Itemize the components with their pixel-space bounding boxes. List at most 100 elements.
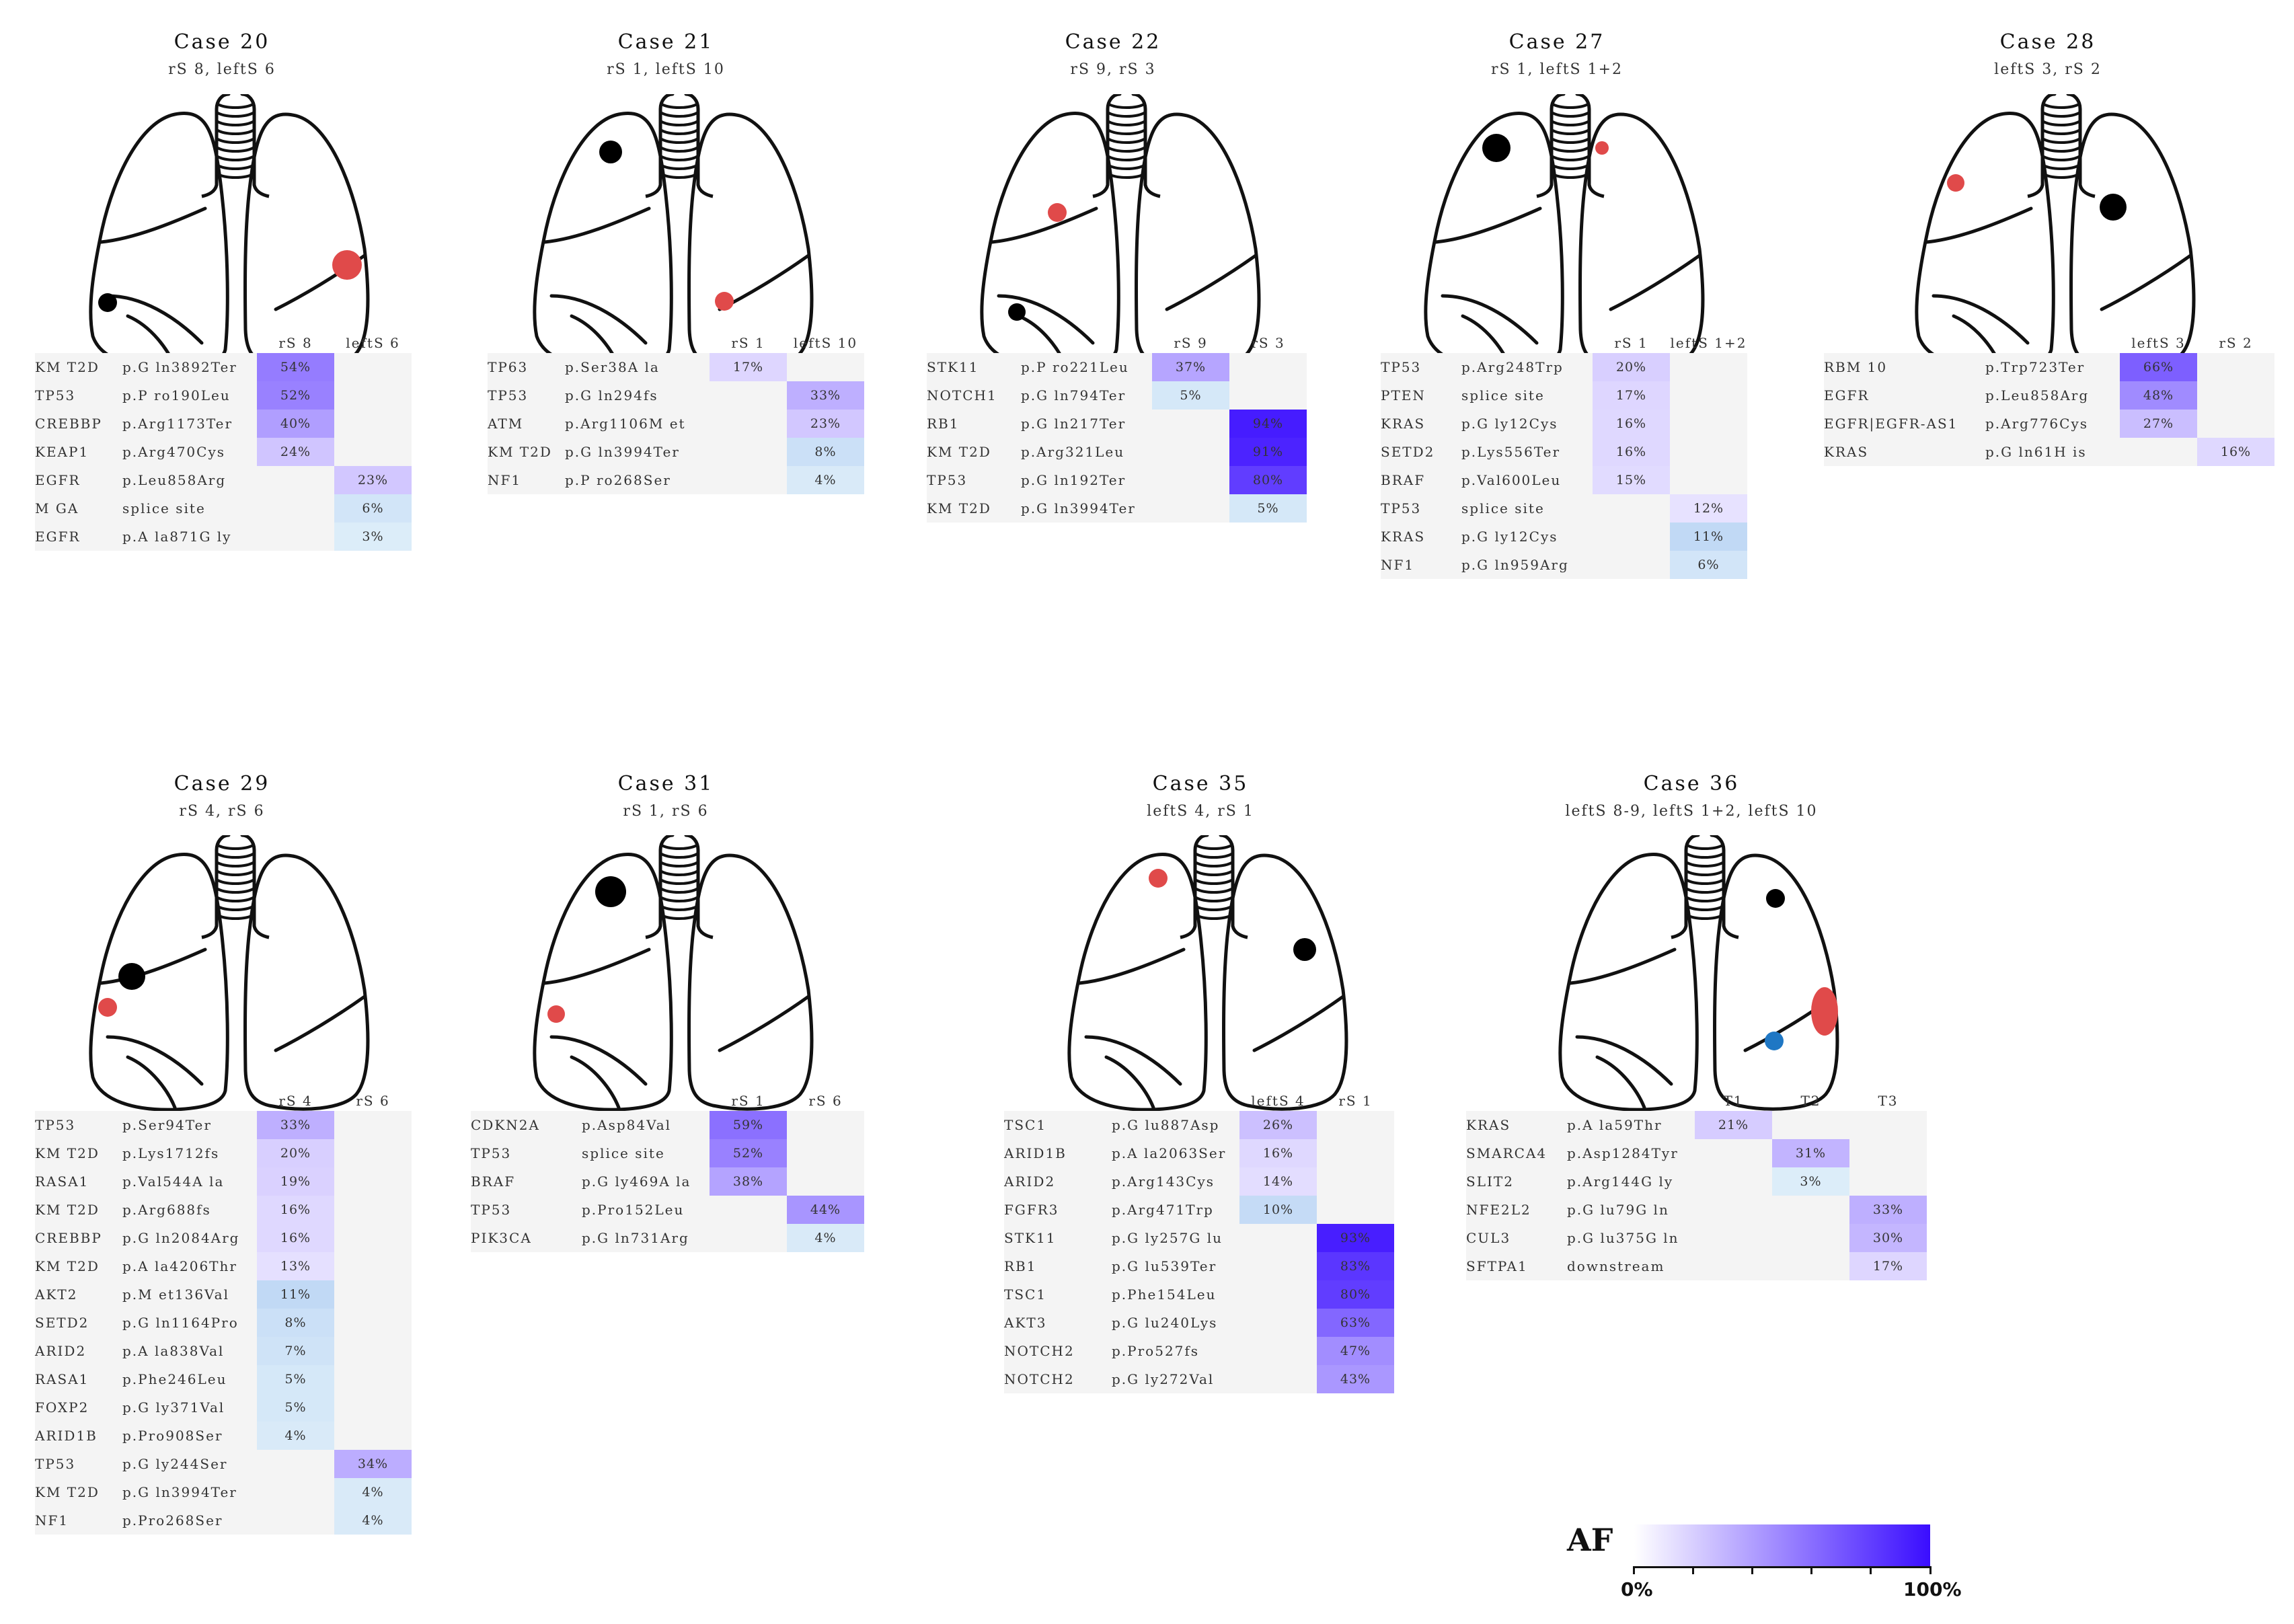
af-cell: 8% xyxy=(787,438,864,466)
trachea xyxy=(1550,94,1591,187)
af-cell: 26% xyxy=(1239,1111,1317,1139)
lung-fissure xyxy=(1077,948,1186,985)
af-cell: 91% xyxy=(1229,438,1307,466)
mutation: p.G ln1164Pro xyxy=(122,1315,239,1331)
trachea-ring xyxy=(659,146,699,153)
mutation: p.G ly12Cys xyxy=(1461,416,1558,432)
case-title: Case 20 xyxy=(174,30,270,54)
af-cell: 37% xyxy=(1152,353,1229,381)
variant-row: M GA splice site 6% xyxy=(35,494,412,523)
bronchus xyxy=(1092,184,1161,198)
row-background xyxy=(35,1167,412,1196)
row-background xyxy=(35,1309,412,1337)
variant-row: TP53 p.Ser94Ter 33% xyxy=(35,1111,412,1139)
row-background xyxy=(1004,1167,1394,1196)
row-background xyxy=(1381,438,1747,466)
trachea-ring xyxy=(215,896,256,902)
af-cell: 47% xyxy=(1317,1337,1394,1365)
variant-row: RASA1 p.Val544A la 19% xyxy=(35,1167,412,1196)
gene-name: TP53 xyxy=(488,387,529,403)
variant-row: TP53 p.P ro190Leu 52% xyxy=(35,381,412,410)
column-header: rS 1 xyxy=(731,335,765,351)
gene-name: NOTCH1 xyxy=(927,387,997,403)
af-cell: 4% xyxy=(787,466,864,494)
column-header: rS 9 xyxy=(1174,335,1208,351)
legend-tick xyxy=(1810,1566,1812,1574)
gene-name: KM T2D xyxy=(35,1258,100,1274)
trachea-ring xyxy=(659,137,699,144)
af-cell: 13% xyxy=(257,1252,334,1280)
variant-row: FGFR3 p.Arg471Trp 10% xyxy=(1004,1196,1394,1224)
af-cell: 7% xyxy=(257,1337,334,1365)
af-cell: 8% xyxy=(257,1309,334,1337)
left-lung-outline xyxy=(687,853,814,1111)
mutation: p.Pro527fs xyxy=(1112,1343,1200,1359)
row-background xyxy=(471,1139,864,1167)
gene-name: CDKN2A xyxy=(471,1117,540,1133)
left-lung-outline xyxy=(1713,853,1839,1111)
variant-row: KRAS p.G ly12Cys 16% xyxy=(1381,410,1747,438)
trachea-ring xyxy=(2041,155,2081,161)
lung-fissure xyxy=(1252,995,1345,1052)
gene-name: NF1 xyxy=(35,1512,69,1529)
mutation: p.G lu887Asp xyxy=(1112,1117,1220,1133)
row-background xyxy=(1004,1196,1394,1224)
row-background xyxy=(35,1252,412,1280)
trachea-ring xyxy=(659,120,699,126)
af-cell: 4% xyxy=(334,1478,412,1506)
row-background xyxy=(1824,353,2274,381)
mutation: downstream xyxy=(1567,1258,1665,1274)
trachea-ring xyxy=(2041,172,2081,179)
left-lung-outline xyxy=(687,112,814,370)
gene-name: KM T2D xyxy=(927,444,991,460)
variant-row: TP53 p.Arg248Trp 20% xyxy=(1381,353,1747,381)
trachea-ring xyxy=(1106,120,1147,126)
mutation: p.Val544A la xyxy=(122,1173,225,1190)
right-lung-outline xyxy=(1067,853,1208,1112)
lung-fissure xyxy=(274,995,367,1052)
variant-row: EGFR|EGFR-AS1 p.Arg776Cys 27% xyxy=(1824,410,2274,438)
row-background xyxy=(927,353,1307,381)
af-cell: 24% xyxy=(257,438,334,466)
gene-name: KRAS xyxy=(1381,416,1426,432)
af-cell: 27% xyxy=(2120,410,2197,438)
legend-tick xyxy=(1751,1566,1753,1574)
trachea-ring xyxy=(2041,111,2081,118)
gene-name: KRAS xyxy=(1466,1117,1511,1133)
variant-row: BRAF p.G ly469A la 38% xyxy=(471,1167,864,1196)
mutation: p.Pro152Leu xyxy=(582,1202,685,1218)
trachea-ring xyxy=(215,155,256,161)
variant-row: PIK3CA p.G ln731Arg 4% xyxy=(471,1224,864,1252)
af-cell: 6% xyxy=(1670,551,1747,579)
legend-min-label: 0% xyxy=(1621,1578,1653,1600)
right-lung-outline xyxy=(1424,112,1564,371)
trachea-ring xyxy=(659,913,699,920)
variant-row: KRAS p.G ln61H is 16% xyxy=(1824,438,2274,466)
trachea-ring xyxy=(1550,155,1591,161)
column-header: rS 8 xyxy=(278,335,313,351)
gene-name: KRAS xyxy=(1824,444,1869,460)
lung-fissure xyxy=(990,206,1098,244)
gene-name: KM T2D xyxy=(927,500,991,516)
af-cell: 80% xyxy=(1229,466,1307,494)
legend-title: AF xyxy=(1567,1522,1613,1558)
af-cell: 23% xyxy=(334,466,412,494)
af-cell: 16% xyxy=(257,1224,334,1252)
gene-name: NOTCH2 xyxy=(1004,1371,1075,1387)
af-cell: 23% xyxy=(787,410,864,438)
mutation: p.Lys556Ter xyxy=(1461,444,1561,460)
trachea-ring xyxy=(1550,163,1591,170)
af-cell: 93% xyxy=(1317,1224,1394,1252)
gene-name: SETD2 xyxy=(35,1315,89,1331)
trachea-ring xyxy=(1194,861,1234,867)
af-cell: 80% xyxy=(1317,1280,1394,1309)
column-header: rS 3 xyxy=(1251,335,1285,351)
gene-name: EGFR xyxy=(35,472,81,488)
mutation: p.P ro268Ser xyxy=(565,472,671,488)
trachea-ring xyxy=(215,887,256,894)
variant-row: KM T2D p.G ln3994Ter 8% xyxy=(488,438,864,466)
variant-row: TP63 p.Ser38A la 17% xyxy=(488,353,864,381)
lung-fissure xyxy=(1609,254,1702,311)
trachea-ring xyxy=(2041,102,2081,109)
left-lung-outline xyxy=(1578,112,1705,370)
